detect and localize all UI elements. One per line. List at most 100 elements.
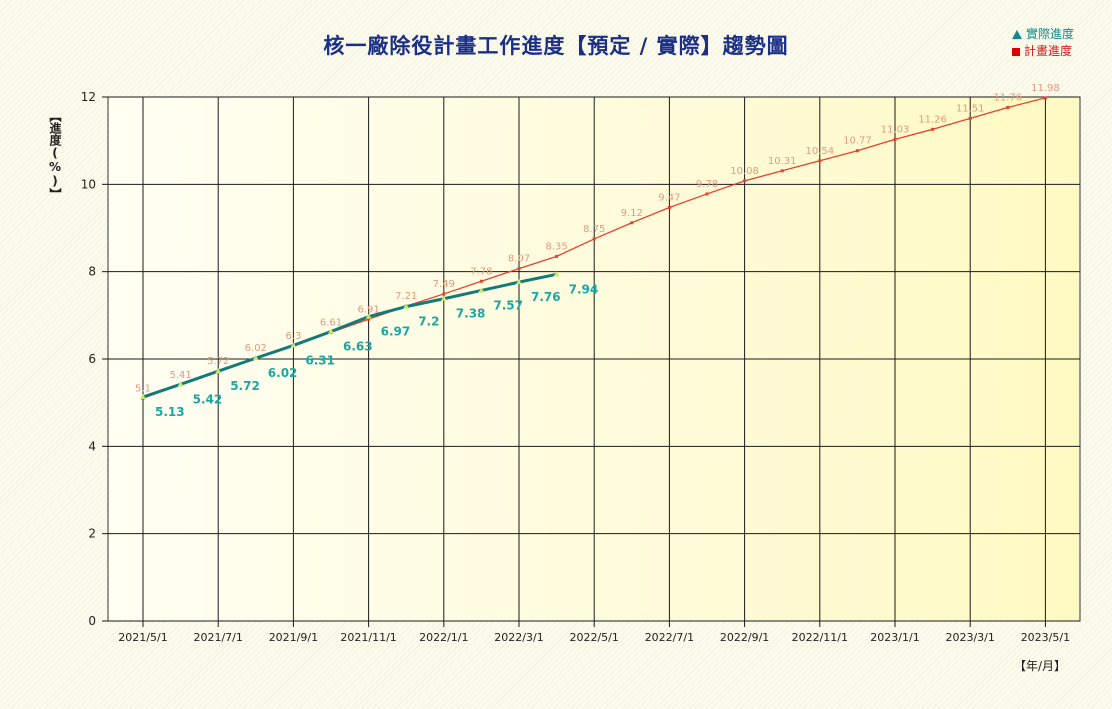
data-label-planned: 9.47 [658,192,680,203]
data-label-planned: 11.76 [993,92,1022,103]
data-label-planned: 11.51 [956,103,985,114]
x-tick-label: 2023/1/1 [870,631,919,644]
point-actual [553,271,560,277]
square-icon [1011,47,1020,56]
x-tick-label: 2023/5/1 [1021,631,1070,644]
point-planned [667,205,671,209]
point-planned [1043,96,1047,100]
triangle-icon [1011,30,1022,39]
point-planned [705,192,709,196]
legend-label-planned: 計畫進度 [1023,44,1072,58]
x-tick-label: 2022/1/1 [419,631,468,644]
data-label-planned: 11.26 [918,114,947,125]
y-axis-title: 【進度(%)】 [48,110,62,200]
x-tick-label: 2021/11/1 [340,631,396,644]
data-label-planned: 7.21 [395,291,417,302]
point-planned [968,116,972,120]
data-label-planned: 10.77 [843,136,872,147]
data-label-actual: 5.42 [193,392,223,406]
y-tick-label: 10 [81,177,96,191]
data-label-actual: 7.38 [456,307,486,321]
data-label-planned: 5.1 [135,383,151,394]
point-actual [252,355,259,361]
data-label-planned: 11.98 [1031,83,1060,94]
point-planned [818,159,822,163]
y-tick-label: 12 [81,90,96,104]
data-label-planned: 8.75 [583,224,605,235]
point-planned [1006,105,1010,109]
x-tick-label: 2022/11/1 [792,631,848,644]
data-label-actual: 6.31 [305,353,335,367]
data-label-actual: 7.76 [531,290,561,304]
data-label-planned: 6.3 [285,331,301,342]
point-actual [516,279,522,285]
data-label-planned: 8.07 [508,254,530,265]
point-planned [630,221,634,225]
point-planned [555,254,559,258]
series-line-actual [142,272,557,399]
point-planned [743,179,747,183]
data-label-planned: 6.91 [357,304,379,315]
data-label-planned: 7.49 [433,279,455,290]
data-label-planned: 6.02 [245,343,267,354]
x-tick-label: 2022/9/1 [720,631,769,644]
data-label-actual: 7.2 [418,315,439,329]
legend-item-planned: 計畫進度 [1011,43,1074,60]
data-label-planned: 6.61 [320,317,342,328]
data-label-actual: 6.63 [343,339,373,353]
x-axis-title: 【年/月】 [1013,659,1066,673]
data-label-actual: 6.97 [381,325,411,339]
data-label-planned: 5.41 [169,370,191,381]
x-tick-label: 2022/3/1 [494,631,543,644]
point-actual [290,342,297,348]
data-label-planned: 7.78 [470,266,492,277]
data-label-planned: 5.72 [207,356,229,367]
y-tick-label: 2 [88,527,96,541]
chart-legend: 實際進度 計畫進度 [1011,26,1074,60]
y-tick-label: 8 [88,265,96,279]
data-label-planned: 9.12 [621,208,643,219]
data-label-actual: 6.02 [268,366,298,380]
point-planned [893,137,897,141]
point-actual [140,393,146,399]
y-tick-label: 6 [88,352,96,366]
legend-label-actual: 實際進度 [1025,27,1074,41]
point-planned [367,317,371,321]
x-tick-label: 2021/5/1 [118,631,167,644]
point-planned [592,237,596,241]
x-tick-label: 2022/7/1 [645,631,694,644]
point-planned [479,279,483,283]
point-actual [177,381,184,387]
data-label-actual: 5.72 [230,379,260,393]
point-planned [931,127,935,131]
x-tick-label: 2023/3/1 [945,631,994,644]
x-tick-label: 2022/5/1 [569,631,618,644]
point-actual [215,368,222,374]
x-tick-label: 2021/9/1 [269,631,318,644]
data-label-planned: 10.31 [768,156,797,167]
x-tick-label: 2021/7/1 [193,631,242,644]
point-actual [403,303,410,309]
point-actual [365,313,372,319]
point-actual [440,295,447,301]
y-tick-label: 4 [88,439,96,453]
data-label-actual: 7.57 [493,298,523,312]
data-label-planned: 9.78 [696,179,718,190]
legend-item-actual: 實際進度 [1011,26,1074,43]
point-actual [328,328,334,334]
point-actual [478,287,485,293]
data-label-planned: 8.35 [545,241,567,252]
data-label-planned: 10.54 [805,146,834,157]
chart-title: 核一廠除役計畫工作進度【預定 / 實際】趨勢圖 [323,34,789,58]
data-label-actual: 5.13 [155,405,185,419]
data-label-actual: 7.94 [569,282,599,296]
point-planned [517,267,521,271]
data-label-planned: 11.03 [881,124,910,135]
point-planned [442,292,446,296]
y-tick-label: 0 [88,614,96,628]
data-label-planned: 10.08 [730,166,759,177]
point-planned [855,149,859,153]
point-planned [780,169,784,173]
